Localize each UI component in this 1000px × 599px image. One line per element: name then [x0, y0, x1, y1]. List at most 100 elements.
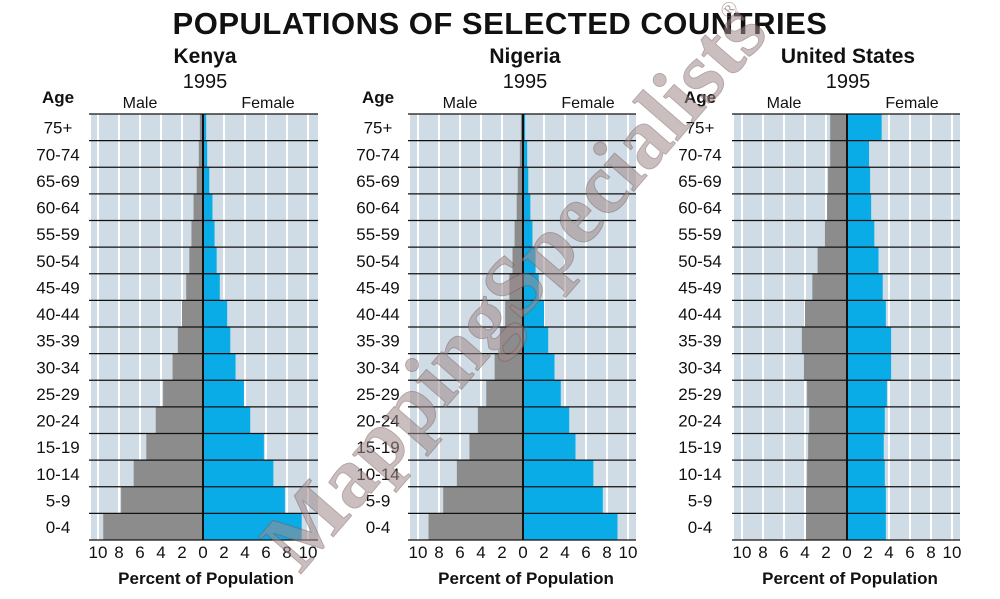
male-bar [182, 300, 203, 327]
female-bar [523, 247, 536, 274]
age-tick-label: 15-19 [36, 438, 79, 457]
x-tick-label: 8 [114, 543, 123, 562]
male-bar [803, 353, 847, 381]
x-tick-label: 6 [261, 543, 270, 562]
age-tick-label: 0-4 [688, 518, 713, 537]
x-tick-label: 8 [434, 543, 443, 562]
x-tick-label: 4 [156, 543, 165, 562]
x-tick-label: 2 [539, 543, 548, 562]
female-bar [523, 273, 539, 301]
male-bar [806, 486, 847, 514]
female-bar [847, 486, 886, 514]
male-bar [830, 114, 847, 141]
male-bar [469, 433, 523, 461]
x-axis-title: Percent of Population [118, 569, 294, 588]
male-bar [198, 140, 203, 168]
female-bar [523, 300, 544, 327]
age-tick-label: 75+ [686, 119, 715, 138]
age-tick-label: 25-29 [356, 385, 399, 404]
female-bar [203, 273, 220, 301]
age-tick-label: 70-74 [356, 145, 399, 164]
year-label: 1995 [183, 71, 228, 93]
female-bar [203, 140, 208, 168]
x-tick-label: 4 [240, 543, 249, 562]
female-bar [203, 300, 228, 327]
age-header: Age [362, 88, 394, 107]
male-bar [121, 486, 203, 514]
female-bar [847, 167, 871, 194]
male-bar [805, 300, 847, 327]
age-tick-label: 60-64 [678, 199, 721, 218]
x-tick-label: 4 [476, 543, 485, 562]
female-bar [523, 460, 594, 487]
male-bar [486, 380, 523, 407]
female-bar [847, 273, 883, 301]
female-label: Female [241, 95, 294, 112]
male-bar [514, 220, 523, 248]
age-tick-label: 70-74 [36, 145, 79, 164]
age-tick-label: 10-14 [678, 465, 721, 484]
country-title: Kenya [173, 45, 236, 68]
age-tick-label: 40-44 [356, 305, 399, 324]
male-bar [103, 513, 203, 540]
age-tick-label: 40-44 [678, 305, 721, 324]
female-bar [523, 433, 576, 461]
age-tick-label: 50-54 [36, 252, 79, 271]
age-tick-label: 10-14 [356, 465, 399, 484]
male-bar [509, 273, 523, 301]
female-bar [523, 193, 531, 221]
female-bar [847, 300, 886, 327]
x-tick-label: 10 [89, 543, 108, 562]
female-bar [203, 327, 231, 354]
male-bar [189, 247, 203, 274]
age-tick-label: 0-4 [46, 518, 71, 537]
x-tick-label: 8 [602, 543, 611, 562]
x-tick-label: 2 [177, 543, 186, 562]
male-bar [494, 353, 523, 381]
female-bar [523, 406, 570, 434]
female-bar [203, 220, 215, 248]
x-tick-label: 6 [135, 543, 144, 562]
female-bar [203, 380, 244, 407]
x-tick-label: 2 [821, 543, 830, 562]
male-label: Male [443, 95, 478, 112]
male-bar [817, 247, 847, 274]
male-bar [191, 220, 203, 248]
main-title: POPULATIONS OF SELECTED COUNTRIES [172, 6, 828, 41]
year-label: 1995 [826, 71, 871, 93]
female-bar [203, 406, 251, 434]
x-tick-label: 0 [842, 543, 851, 562]
age-tick-label: 0-4 [366, 518, 391, 537]
male-bar [512, 247, 523, 274]
female-bar [203, 353, 236, 381]
age-tick-label: 45-49 [678, 278, 721, 297]
age-tick-label: 75+ [44, 119, 73, 138]
age-tick-label: 15-19 [678, 438, 721, 457]
x-tick-label: 10 [409, 543, 428, 562]
female-bar [847, 460, 885, 487]
x-tick-label: 6 [455, 543, 464, 562]
female-bar [847, 433, 884, 461]
female-bar [203, 513, 302, 540]
female-bar [847, 114, 882, 141]
male-bar [499, 327, 523, 354]
female-bar [523, 327, 549, 354]
male-bar [827, 193, 847, 221]
female-bar [523, 220, 533, 248]
x-tick-label: 6 [581, 543, 590, 562]
male-bar [806, 513, 847, 540]
age-header: Age [684, 88, 716, 107]
age-tick-label: 20-24 [356, 412, 399, 431]
male-label: Male [767, 95, 802, 112]
age-tick-label: 60-64 [36, 199, 79, 218]
male-bar [163, 380, 203, 407]
age-tick-label: 10-14 [36, 465, 79, 484]
age-tick-label: 65-69 [356, 172, 399, 191]
male-bar [172, 353, 203, 381]
female-bar [203, 460, 274, 487]
female-bar [203, 193, 213, 221]
